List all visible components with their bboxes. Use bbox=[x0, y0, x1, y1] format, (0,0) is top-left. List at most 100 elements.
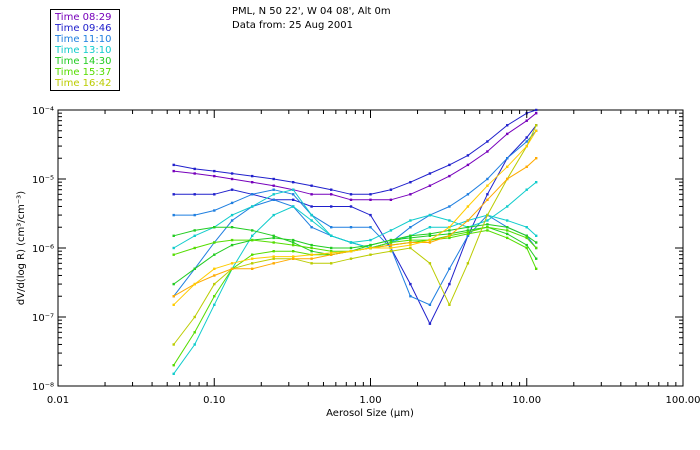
data-point bbox=[251, 234, 254, 237]
data-point bbox=[389, 229, 393, 232]
data-point bbox=[428, 322, 432, 325]
data-point bbox=[172, 303, 175, 306]
data-point bbox=[506, 236, 509, 240]
data-point bbox=[428, 213, 432, 217]
data-point bbox=[172, 372, 175, 375]
data-point bbox=[213, 193, 216, 196]
data-point bbox=[535, 129, 538, 132]
series-layer bbox=[172, 108, 538, 375]
data-point bbox=[428, 262, 432, 265]
data-point bbox=[292, 241, 295, 244]
series-line bbox=[173, 189, 537, 249]
data-point bbox=[409, 238, 412, 242]
data-point bbox=[506, 226, 509, 229]
data-point bbox=[428, 234, 432, 237]
data-point bbox=[535, 124, 538, 127]
data-point bbox=[535, 234, 538, 237]
data-point bbox=[272, 193, 275, 196]
data-point bbox=[448, 205, 451, 208]
data-point bbox=[466, 154, 470, 157]
data-point bbox=[251, 267, 254, 270]
data-point bbox=[213, 241, 216, 244]
data-point bbox=[292, 243, 295, 247]
data-point bbox=[506, 157, 509, 160]
data-point bbox=[292, 255, 295, 258]
data-point bbox=[172, 282, 175, 286]
series-line bbox=[173, 181, 537, 375]
data-point bbox=[409, 181, 412, 184]
data-point bbox=[486, 213, 489, 217]
y-tick-label: 10⁻⁶ bbox=[32, 244, 54, 255]
data-point bbox=[428, 303, 432, 306]
data-point bbox=[535, 257, 538, 260]
data-point bbox=[172, 364, 175, 367]
data-point bbox=[409, 246, 412, 250]
data-point bbox=[172, 213, 175, 217]
data-point bbox=[448, 236, 451, 240]
data-point bbox=[448, 226, 451, 229]
data-point bbox=[213, 174, 216, 178]
data-point bbox=[193, 229, 196, 232]
series-line bbox=[173, 189, 537, 306]
series-line bbox=[173, 223, 537, 256]
data-point bbox=[525, 140, 528, 143]
series-13 bbox=[172, 129, 538, 306]
data-point bbox=[535, 157, 538, 160]
data-point bbox=[172, 295, 175, 298]
data-point bbox=[525, 234, 528, 237]
data-point bbox=[389, 188, 393, 191]
data-point bbox=[172, 234, 175, 237]
data-point bbox=[310, 250, 313, 253]
data-point bbox=[310, 262, 313, 265]
data-point bbox=[486, 219, 489, 222]
data-point bbox=[251, 253, 254, 256]
data-point bbox=[448, 219, 451, 222]
series-11 bbox=[172, 124, 538, 346]
data-point bbox=[369, 198, 372, 201]
data-point bbox=[193, 193, 196, 196]
data-point bbox=[506, 232, 509, 236]
data-point bbox=[525, 144, 528, 148]
data-point bbox=[466, 219, 470, 222]
data-point bbox=[448, 234, 451, 237]
data-point bbox=[292, 193, 295, 196]
data-point bbox=[506, 177, 509, 181]
data-point bbox=[292, 205, 295, 208]
data-point bbox=[272, 250, 275, 253]
data-point bbox=[310, 243, 313, 247]
data-point bbox=[525, 246, 528, 250]
series-line bbox=[173, 130, 537, 306]
data-point bbox=[448, 282, 451, 286]
data-point bbox=[213, 267, 216, 270]
series-6 bbox=[172, 181, 538, 375]
y-axis: 10⁻⁸ 10⁻⁷ 10⁻⁶ 10⁻⁵ 10⁻⁴ bbox=[32, 106, 683, 393]
data-point bbox=[330, 188, 333, 191]
data-point bbox=[486, 223, 489, 226]
data-point bbox=[292, 257, 295, 260]
data-point bbox=[506, 124, 509, 127]
data-point bbox=[230, 172, 234, 175]
x-tick-label: 10.00 bbox=[512, 395, 541, 406]
data-point bbox=[409, 241, 412, 244]
data-point bbox=[193, 331, 196, 334]
data-point bbox=[330, 226, 333, 229]
data-point bbox=[292, 188, 295, 191]
data-point bbox=[272, 234, 275, 237]
data-point bbox=[349, 246, 353, 250]
data-point bbox=[486, 150, 489, 153]
series-1 bbox=[172, 108, 538, 196]
data-point bbox=[213, 209, 216, 212]
data-point bbox=[251, 205, 254, 208]
data-point bbox=[525, 188, 528, 191]
legend-item: Time 09:46 bbox=[55, 23, 112, 34]
data-point bbox=[409, 226, 412, 229]
y-axis-label: dV/d(log R) (cm³/cm⁻³) bbox=[16, 191, 27, 305]
data-point bbox=[389, 198, 393, 201]
legend-item: Time 16:42 bbox=[55, 78, 112, 89]
data-point bbox=[369, 193, 372, 196]
data-point bbox=[213, 226, 216, 229]
data-point bbox=[230, 219, 234, 222]
data-point bbox=[251, 229, 254, 232]
data-point bbox=[172, 343, 175, 346]
